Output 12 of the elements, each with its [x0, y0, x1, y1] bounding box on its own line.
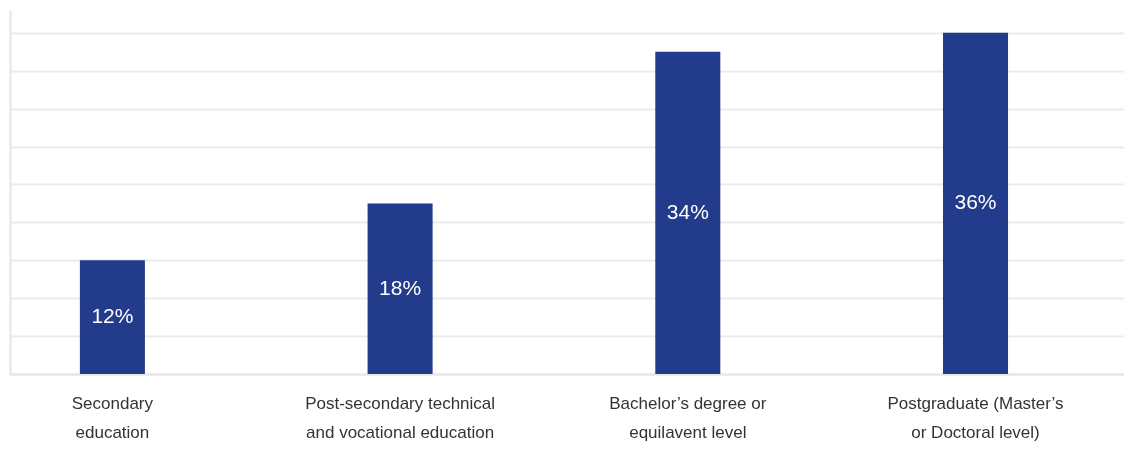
- data-label: 34%: [666, 199, 709, 223]
- x-tick-label: Post-secondary technical and vocational education: [305, 393, 496, 442]
- x-tick-label: Postgraduate (Master’s or Doctoral level): [887, 393, 1064, 442]
- data-label: 36%: [954, 190, 997, 214]
- bar: [943, 32, 1009, 374]
- data-label: 18%: [379, 275, 422, 299]
- x-tick-label: Bachelor’s degree or equilavent level: [609, 393, 767, 442]
- x-tick-label: Secondary education: [71, 393, 154, 442]
- bar: [655, 51, 721, 374]
- data-label: 12%: [91, 304, 134, 328]
- bar: [367, 203, 433, 374]
- bar: [79, 260, 145, 374]
